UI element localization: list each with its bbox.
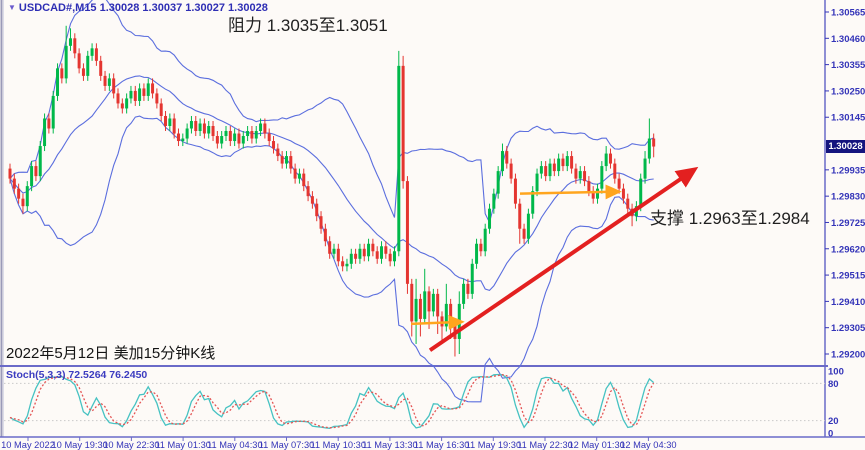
svg-text:11 May 16:30: 11 May 16:30 (414, 440, 470, 450)
svg-text:11 May 07:30: 11 May 07:30 (259, 440, 315, 450)
svg-text:12 May 04:30: 12 May 04:30 (620, 440, 676, 450)
current-price-badge: 1.30028 (826, 140, 865, 154)
bollinger-bands (9, 0, 654, 403)
svg-text:1.29935: 1.29935 (831, 165, 865, 176)
analyst-drawings (410, 166, 699, 352)
svg-text:80: 80 (828, 379, 839, 390)
stochastic-indicator-label: Stoch(5,3,3) 72.5264 76.2450 (6, 369, 148, 381)
svg-text:1.29200: 1.29200 (831, 350, 865, 361)
date-annotation: 2022年5月12日 美加15分钟K线 (6, 345, 216, 362)
svg-text:1.30250: 1.30250 (831, 86, 865, 97)
svg-text:11 May 01:30: 11 May 01:30 (155, 440, 211, 450)
svg-text:1.30145: 1.30145 (831, 113, 865, 124)
resistance-annotation: 阻力 1.3035至1.3051 (228, 16, 388, 35)
svg-text:1.30355: 1.30355 (831, 60, 865, 71)
symbol-quote-text: USDCAD#,M15 1.30028 1.30037 1.30027 1.30… (18, 2, 268, 14)
stochastic-lines (4, 373, 825, 429)
symbol-header[interactable]: ▼ USDCAD#,M15 1.30028 1.30037 1.30027 1.3… (8, 2, 268, 14)
svg-text:10 May 2022: 10 May 2022 (1, 440, 55, 450)
svg-text:10 May 22:30: 10 May 22:30 (103, 440, 159, 450)
svg-text:11 May 04:30: 11 May 04:30 (207, 440, 263, 450)
svg-text:1.29515: 1.29515 (831, 271, 865, 282)
chevron-down-icon[interactable]: ▼ (8, 3, 16, 12)
svg-text:10 May 19:30: 10 May 19:30 (52, 440, 108, 450)
axis-labels[interactable]: 1.30565 1.30460 1.30355 1.30250 1.30145 1.299… (1, 8, 865, 450)
svg-text:1.30460: 1.30460 (831, 34, 865, 45)
svg-text:1.29725: 1.29725 (831, 218, 865, 229)
svg-text:12 May 01:30: 12 May 01:30 (569, 440, 625, 450)
svg-text:1.30565: 1.30565 (831, 8, 865, 19)
svg-text:11 May 22:30: 11 May 22:30 (517, 440, 573, 450)
svg-text:1.29620: 1.29620 (831, 244, 865, 255)
svg-text:100: 100 (828, 367, 844, 378)
svg-text:1.29410: 1.29410 (831, 297, 865, 308)
svg-text:11 May 19:30: 11 May 19:30 (465, 440, 521, 450)
svg-text:11 May 13:30: 11 May 13:30 (362, 440, 418, 450)
svg-text:0: 0 (828, 429, 833, 440)
support-annotation: 支撑 1.2963至1.2984 (650, 209, 810, 228)
svg-text:1.29830: 1.29830 (831, 192, 865, 203)
svg-text:20: 20 (828, 416, 839, 427)
svg-text:11 May 10:30: 11 May 10:30 (310, 440, 366, 450)
svg-text:1.29305: 1.29305 (831, 323, 865, 334)
